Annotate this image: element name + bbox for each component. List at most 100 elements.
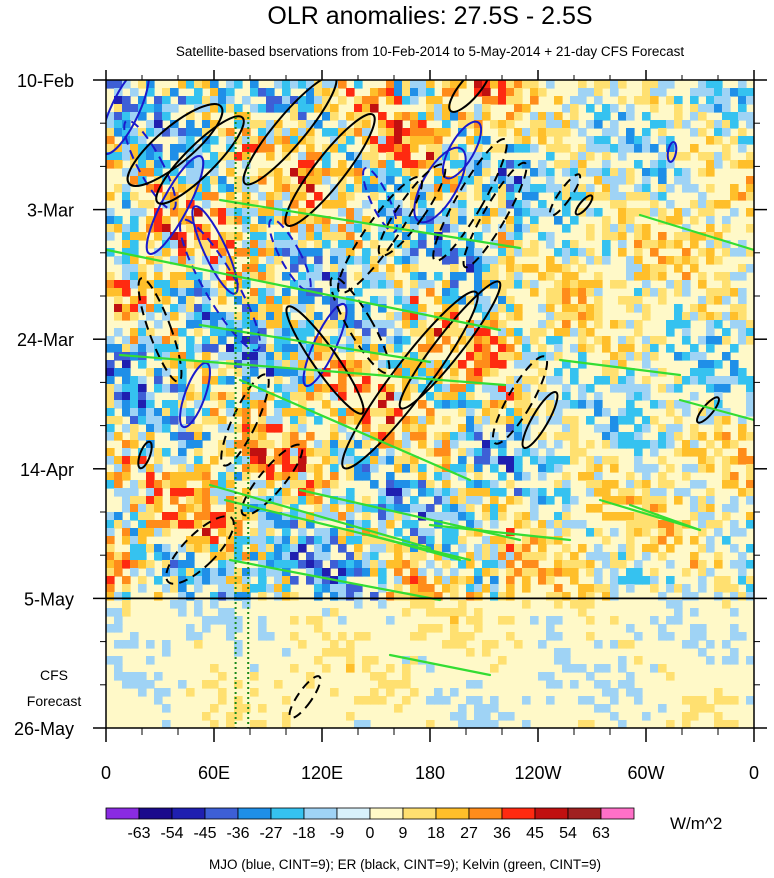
anomaly-cell <box>178 304 187 313</box>
anomaly-cell <box>714 432 723 441</box>
anomaly-cell <box>306 312 315 321</box>
anomaly-cell <box>650 520 659 529</box>
anomaly-cell <box>234 568 243 577</box>
anomaly-cell <box>202 232 211 241</box>
anomaly-cell <box>474 144 483 153</box>
anomaly-cell <box>250 144 259 153</box>
anomaly-cell <box>410 144 419 153</box>
anomaly-cell <box>626 136 635 145</box>
anomaly-cell <box>258 288 267 297</box>
anomaly-cell <box>458 640 467 649</box>
anomaly-cell <box>458 168 467 177</box>
anomaly-cell <box>210 456 219 465</box>
anomaly-cell <box>586 504 595 513</box>
anomaly-cell <box>106 152 115 161</box>
anomaly-cell <box>186 552 195 561</box>
anomaly-cell <box>242 552 251 561</box>
anomaly-cell <box>450 328 459 337</box>
anomaly-cell <box>162 192 171 201</box>
anomaly-cell <box>666 560 675 569</box>
anomaly-cell <box>114 664 123 673</box>
anomaly-cell <box>474 288 483 297</box>
anomaly-cell <box>698 648 707 657</box>
anomaly-cell <box>298 424 307 433</box>
anomaly-cell <box>194 328 203 337</box>
anomaly-cell <box>234 328 243 337</box>
anomaly-cell <box>186 560 195 569</box>
anomaly-cell <box>354 360 363 369</box>
anomaly-cell <box>114 120 123 129</box>
anomaly-cell <box>362 152 371 161</box>
chart-subtitle: Satellite-based bservations from 10-Feb-… <box>176 44 685 59</box>
anomaly-cell <box>690 712 699 721</box>
anomaly-cell <box>386 504 395 513</box>
anomaly-cell <box>138 152 147 161</box>
anomaly-cell <box>178 392 187 401</box>
anomaly-cell <box>498 200 507 209</box>
anomaly-cell <box>690 312 699 321</box>
anomaly-cell <box>410 312 419 321</box>
anomaly-cell <box>394 312 403 321</box>
anomaly-cell <box>666 144 675 153</box>
anomaly-cell <box>562 264 571 273</box>
colorbar-swatch <box>336 807 371 820</box>
anomaly-cell <box>282 328 291 337</box>
anomaly-cell <box>394 80 403 89</box>
anomaly-cell <box>442 560 451 569</box>
anomaly-cell <box>146 328 155 337</box>
anomaly-cell <box>354 184 363 193</box>
anomaly-cell <box>210 240 219 249</box>
anomaly-cell <box>146 304 155 313</box>
anomaly-cell <box>666 96 675 105</box>
anomaly-cell <box>386 472 395 481</box>
anomaly-cell <box>354 696 363 705</box>
anomaly-cell <box>450 248 459 257</box>
anomaly-cell <box>498 536 507 545</box>
anomaly-cell <box>402 504 411 513</box>
anomaly-cell <box>234 640 243 649</box>
anomaly-cell <box>138 560 147 569</box>
anomaly-cell <box>506 408 515 417</box>
anomaly-cell <box>498 544 507 553</box>
anomaly-cell <box>578 304 587 313</box>
anomaly-cell <box>178 80 187 89</box>
anomaly-cell <box>410 328 419 337</box>
anomaly-cell <box>210 208 219 217</box>
anomaly-cell <box>266 552 275 561</box>
kelvin-contour <box>218 198 522 250</box>
anomaly-cell <box>522 584 531 593</box>
anomaly-cell <box>618 352 627 361</box>
anomaly-cell <box>642 280 651 289</box>
anomaly-cell <box>114 96 123 105</box>
anomaly-cell <box>746 88 754 97</box>
anomaly-cell <box>322 440 331 449</box>
anomaly-cell <box>626 344 635 353</box>
anomaly-cell <box>610 104 619 113</box>
anomaly-cell <box>722 504 731 513</box>
anomaly-cell <box>554 520 563 529</box>
anomaly-cell <box>618 168 627 177</box>
anomaly-cell <box>226 520 235 529</box>
anomaly-cell <box>170 408 179 417</box>
anomaly-cell <box>330 168 339 177</box>
anomaly-cell <box>122 464 131 473</box>
anomaly-cell <box>618 664 627 673</box>
anomaly-cell <box>202 416 211 425</box>
anomaly-cell <box>346 528 355 537</box>
anomaly-cell <box>626 512 635 521</box>
anomaly-cell <box>746 400 754 409</box>
anomaly-cell <box>138 136 147 145</box>
anomaly-cell <box>186 272 195 281</box>
anomaly-cell <box>306 328 315 337</box>
anomaly-cell <box>290 456 299 465</box>
anomaly-cell <box>722 104 731 113</box>
anomaly-cell <box>306 200 315 209</box>
anomaly-cell <box>618 496 627 505</box>
anomaly-cell <box>106 280 115 289</box>
anomaly-cell <box>170 168 179 177</box>
anomaly-cell <box>514 640 523 649</box>
anomaly-cell <box>370 544 379 553</box>
anomaly-cell <box>698 168 707 177</box>
anomaly-cell <box>530 184 539 193</box>
anomaly-cell <box>522 432 531 441</box>
